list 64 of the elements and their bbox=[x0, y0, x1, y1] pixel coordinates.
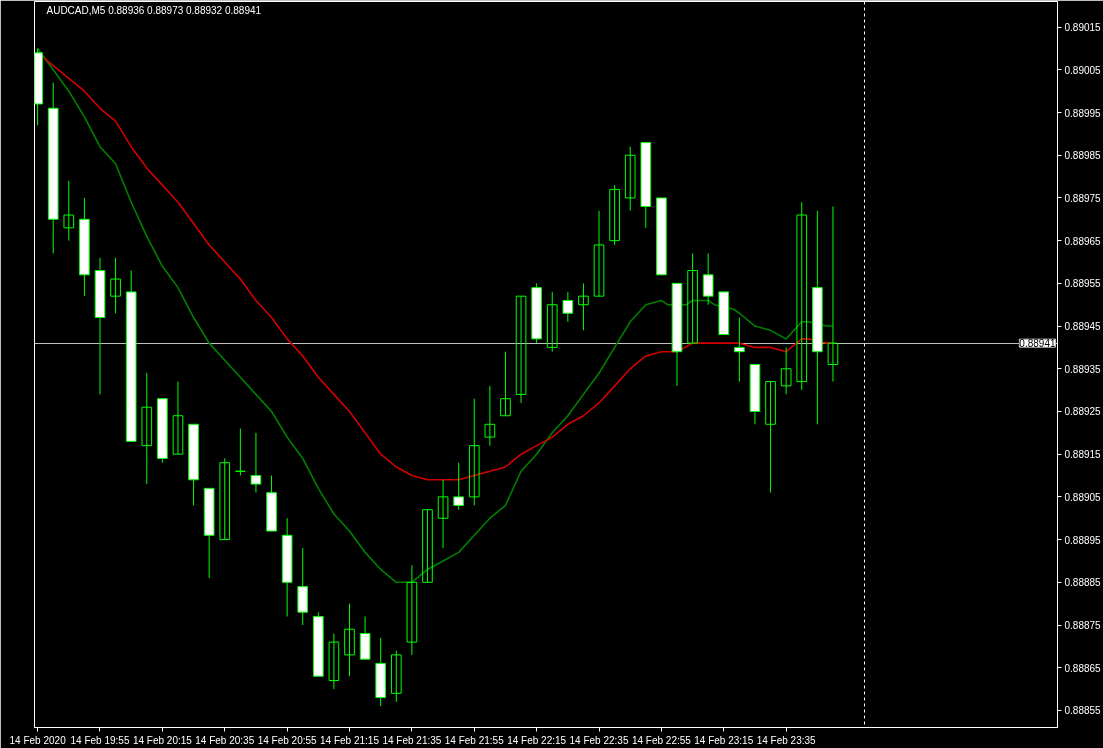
x-tick-label: 14 Feb 22:35 bbox=[569, 734, 629, 746]
candlestick bbox=[328, 633, 340, 690]
candlestick bbox=[702, 252, 714, 306]
candlestick bbox=[219, 457, 231, 541]
candlestick bbox=[141, 372, 153, 485]
x-tick-label: 14 Feb 22:55 bbox=[631, 734, 692, 746]
candlestick bbox=[344, 603, 355, 677]
ref-line-label: 0.88941 bbox=[1019, 338, 1056, 350]
y-tick-label: 0.88875 bbox=[1064, 620, 1102, 632]
candlestick bbox=[453, 462, 465, 511]
x-tick-label: 14 Feb 20:55 bbox=[257, 734, 318, 746]
y-tick-label: 0.88955 bbox=[1064, 278, 1102, 290]
x-tick-label: 14 Feb 23:15 bbox=[694, 734, 754, 746]
x-tick-label: 14 Feb 21:35 bbox=[382, 734, 442, 746]
candlestick bbox=[609, 184, 620, 246]
y-tick-label: 0.88965 bbox=[1064, 235, 1102, 247]
x-tick-label: 14 Feb 20:15 bbox=[132, 734, 193, 746]
line-series bbox=[36, 47, 834, 584]
candlestick bbox=[562, 291, 574, 323]
y-tick-label: 0.88995 bbox=[1064, 107, 1102, 119]
y-tick-label: 0.88945 bbox=[1064, 321, 1102, 333]
y-tick-label: 0.88865 bbox=[1064, 662, 1102, 674]
candlestick bbox=[500, 351, 511, 417]
y-tick-label: 0.88925 bbox=[1064, 406, 1102, 418]
candlestick bbox=[484, 385, 496, 447]
x-tick-label: 14 Feb 2020 bbox=[9, 734, 67, 746]
y-tick-label: 0.88885 bbox=[1064, 577, 1102, 589]
chart-title: AUDCAD,M5 0.88936 0.88973 0.88932 0.88941 bbox=[46, 4, 262, 16]
candlestick bbox=[624, 146, 636, 212]
candlestick bbox=[796, 201, 808, 391]
x-tick-label: 14 Feb 21:15 bbox=[320, 734, 380, 746]
candlestick bbox=[593, 210, 605, 297]
y-tick-label: 0.88985 bbox=[1064, 150, 1102, 162]
y-tick-label: 0.88855 bbox=[1064, 705, 1102, 717]
candlestick bbox=[546, 291, 558, 353]
y-tick-label: 0.88905 bbox=[1064, 491, 1102, 503]
candlestick bbox=[827, 205, 839, 383]
y-tick-label: 0.89005 bbox=[1064, 64, 1102, 76]
candlestick bbox=[390, 650, 402, 703]
candlestick bbox=[687, 252, 698, 344]
y-tick-label: 0.88975 bbox=[1064, 192, 1102, 204]
candlestick bbox=[734, 317, 745, 383]
candlestick bbox=[406, 564, 418, 656]
candlestick bbox=[235, 428, 246, 477]
x-tick-label: 14 Feb 22:15 bbox=[507, 734, 567, 746]
x-tick-label: 14 Feb 23:35 bbox=[756, 734, 817, 746]
candlestick bbox=[172, 381, 184, 455]
candlestick bbox=[765, 381, 776, 494]
candlestick bbox=[63, 180, 75, 242]
candlestick bbox=[578, 282, 589, 331]
candlestick bbox=[468, 398, 480, 506]
y-tick-label: 0.88935 bbox=[1064, 363, 1102, 375]
y-tick-label: 0.89015 bbox=[1064, 22, 1102, 34]
x-tick-label: 14 Feb 19:55 bbox=[70, 734, 130, 746]
y-tick-label: 0.88915 bbox=[1064, 449, 1102, 461]
candlestick bbox=[515, 295, 527, 404]
x-tick-label: 14 Feb 21:55 bbox=[444, 734, 505, 746]
candlestick bbox=[437, 479, 449, 549]
candlestick bbox=[422, 509, 433, 583]
candlestick bbox=[780, 346, 792, 395]
candlestick bbox=[110, 257, 121, 314]
candlestick bbox=[250, 432, 262, 494]
x-tick-label: 14 Feb 20:35 bbox=[195, 734, 255, 746]
y-tick-label: 0.88895 bbox=[1064, 534, 1102, 546]
